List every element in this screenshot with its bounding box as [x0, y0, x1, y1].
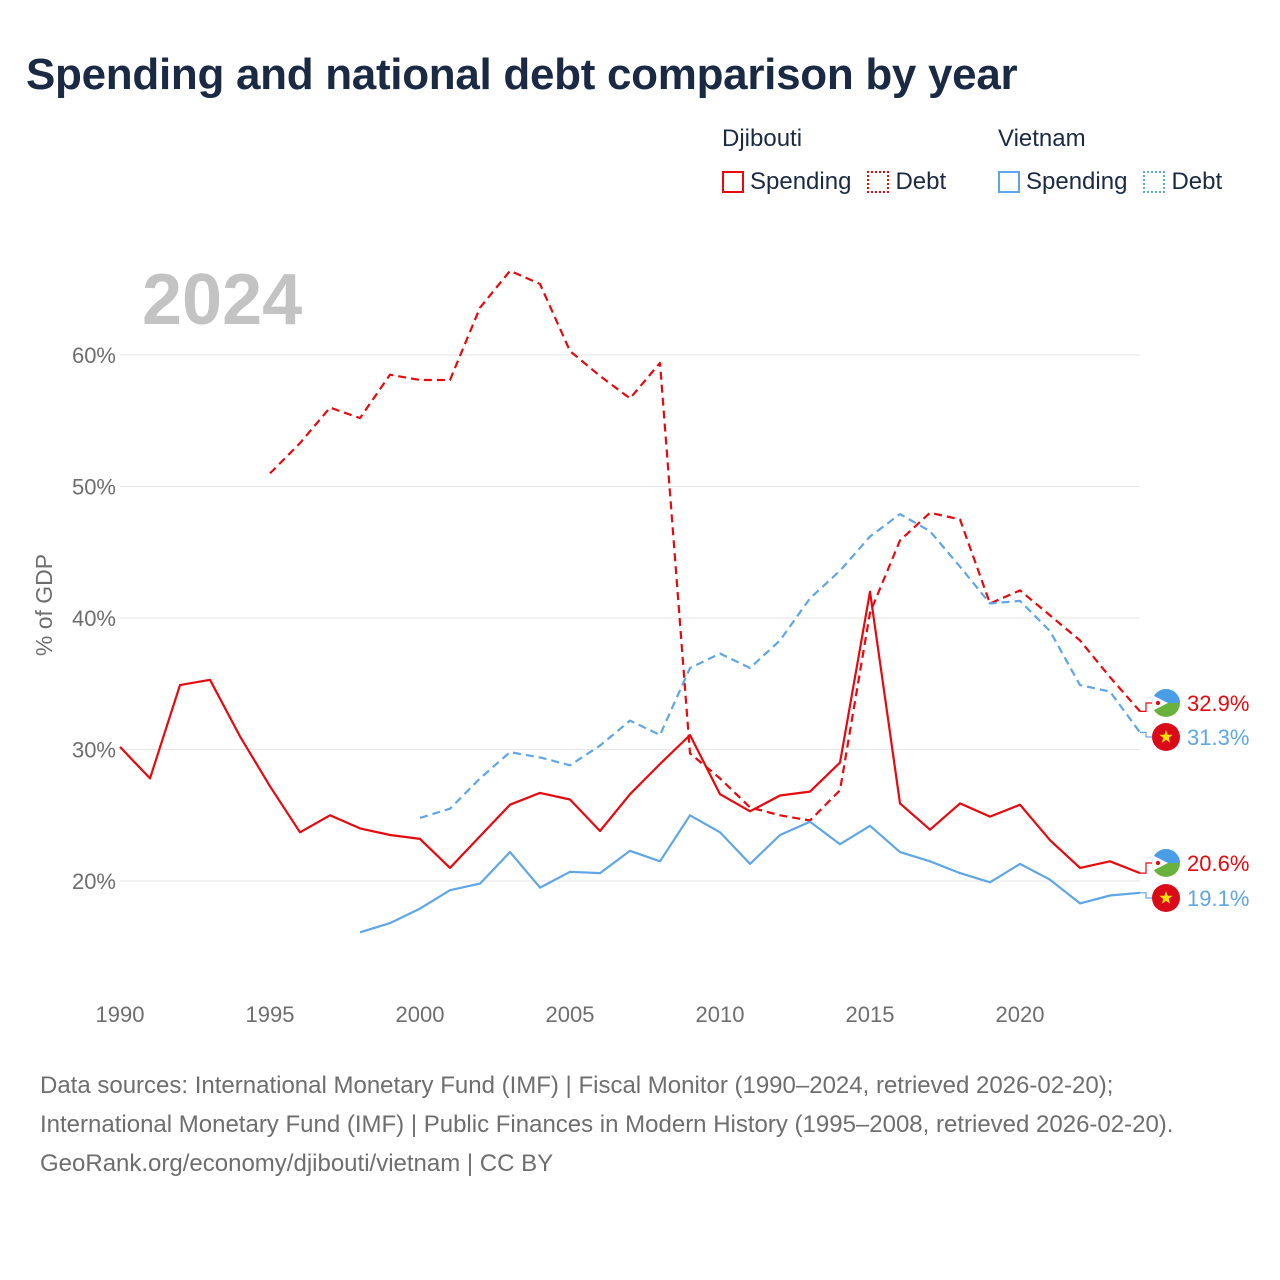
y-axis-label: % of GDP: [31, 554, 57, 656]
flag-star: [1155, 860, 1161, 866]
label-connector: [1140, 862, 1152, 874]
legend-item-djibouti-debt[interactable]: Debt: [867, 168, 946, 196]
legend-label: Spending: [1026, 168, 1128, 195]
legend-swatch-dotted: [867, 171, 890, 193]
x-tick-label: 2010: [696, 1002, 745, 1027]
y-tick-label: 40%: [72, 606, 116, 631]
legend-group-vietnam: Vietnam Spending Debt: [998, 124, 1222, 196]
grid-lines: [120, 354, 1140, 882]
flag-star: [1159, 891, 1173, 904]
legend-label: Debt: [895, 168, 947, 195]
end-value-label: 31.3%: [1187, 725, 1249, 750]
vietnam-flag-icon: [1152, 723, 1180, 751]
chart-title: Spending and national debt comparison by…: [26, 50, 1018, 99]
x-tick-label: 1990: [96, 1002, 145, 1027]
flag-star: [1155, 700, 1161, 706]
legend-group-name: Djibouti: [722, 125, 803, 152]
legend-label: Spending: [750, 168, 852, 195]
x-tick-label: 2015: [846, 1002, 895, 1027]
x-tick-label: 2005: [546, 1002, 595, 1027]
vietnam-flag-icon: [1152, 884, 1180, 912]
y-tick-label: 60%: [72, 343, 116, 368]
series-line-djibouti-spending: [119, 590, 1141, 875]
djibouti-flag-icon: [1152, 689, 1180, 717]
credit-link[interactable]: GeoRank.org/economy/djibouti/vietnam | C…: [40, 1150, 554, 1177]
label-connector: [1140, 892, 1152, 899]
x-tick-label: 2020: [996, 1002, 1045, 1027]
legend-swatch-solid: [998, 171, 1020, 193]
end-value-label: 20.6%: [1187, 851, 1249, 876]
year-watermark: 2024: [142, 260, 302, 340]
series-line-vietnam-spending: [359, 814, 1141, 934]
end-value-label: 19.1%: [1187, 886, 1249, 911]
end-value-label: 32.9%: [1187, 691, 1249, 716]
series-line-vietnam-debt: [419, 512, 1141, 819]
djibouti-flag-icon: [1152, 849, 1180, 877]
end-markers: 20.6% 32.9% 19.1% 31.3%: [1140, 689, 1249, 912]
series-lines: [119, 269, 1141, 934]
legend-swatch-dotted: [1143, 171, 1166, 193]
label-connector: [1140, 731, 1152, 738]
flag-star: [1159, 730, 1173, 743]
legend-swatch-solid: [722, 171, 744, 193]
legend-item-djibouti-spending[interactable]: Spending: [722, 168, 851, 196]
x-tick-label: 1995: [246, 1002, 295, 1027]
legend-item-vietnam-debt[interactable]: Debt: [1143, 168, 1222, 196]
label-connector: [1140, 702, 1152, 712]
data-sources: Data sources: International Monetary Fun…: [40, 1072, 1174, 1138]
y-tick-label: 50%: [72, 475, 116, 500]
legend-label: Debt: [1171, 168, 1223, 195]
footer: Data sources: International Monetary Fun…: [40, 1066, 1240, 1183]
y-tick-label: 30%: [72, 738, 116, 763]
y-tick-label: 20%: [72, 869, 116, 894]
x-tick-labels: 1990 1995 2000 2005 2010 2015 2020: [96, 1002, 1045, 1027]
x-tick-label: 2000: [396, 1002, 445, 1027]
legend-group-djibouti: Djibouti Spending Debt: [722, 124, 946, 196]
series-line-djibouti-debt: [269, 269, 1141, 822]
legend-item-vietnam-spending[interactable]: Spending: [998, 168, 1127, 196]
legend-group-name: Vietnam: [998, 125, 1086, 152]
y-tick-labels: 20% 30% 40% 50% 60%: [72, 343, 116, 894]
